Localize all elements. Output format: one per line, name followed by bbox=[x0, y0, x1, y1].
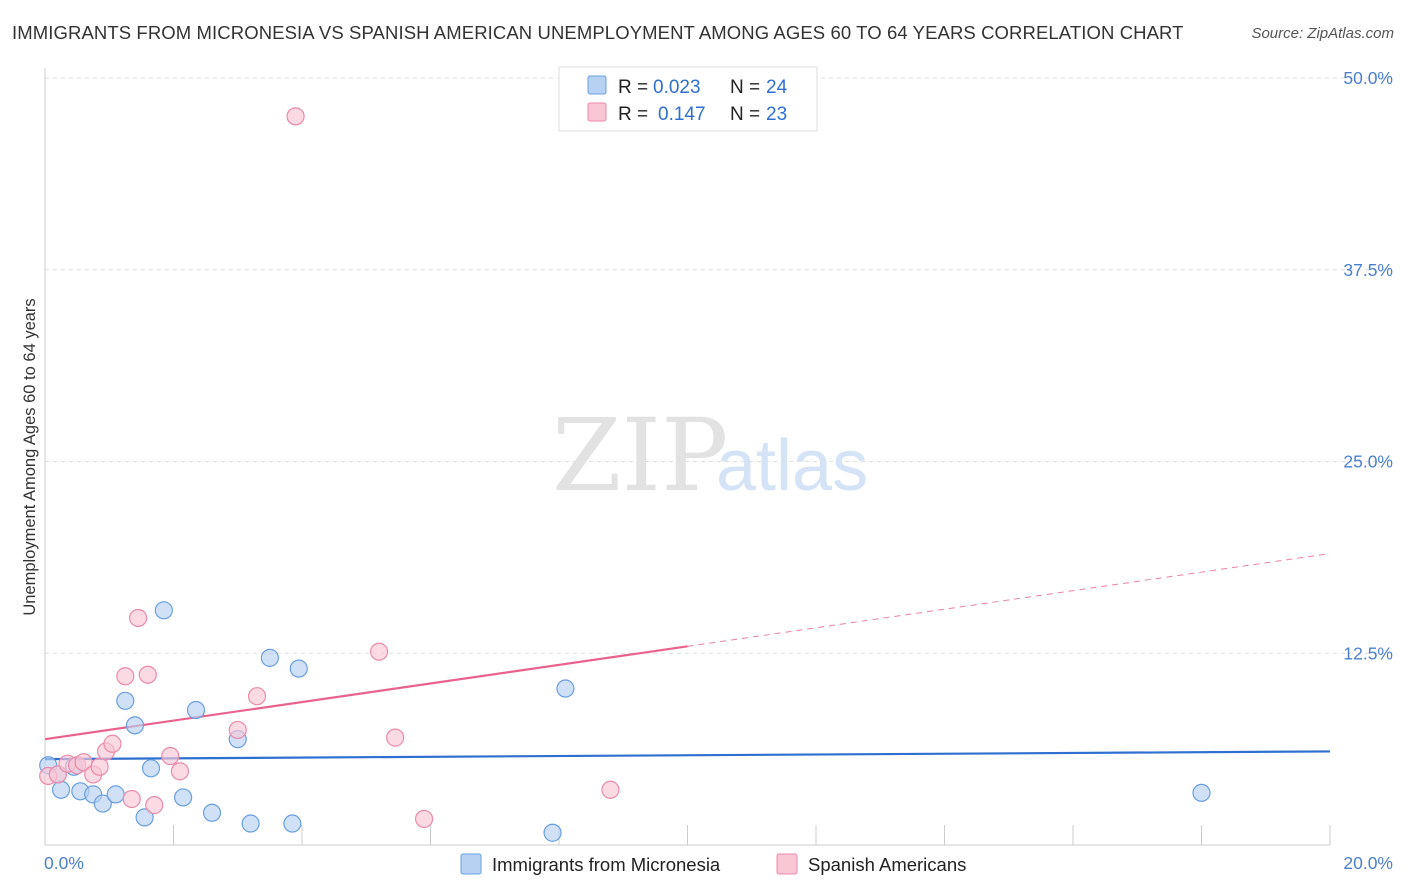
bottom-legend-swatch-micronesia bbox=[460, 853, 482, 875]
data-point-s1-15 bbox=[170, 762, 190, 781]
legend-swatch-spanish bbox=[587, 102, 607, 122]
data-point-s0-2 bbox=[51, 780, 71, 799]
y-tick-label-2: 37.5% bbox=[1343, 260, 1393, 280]
data-point-s1-9 bbox=[116, 667, 135, 686]
data-point-s0-21 bbox=[543, 823, 562, 842]
data-point-s0-23 bbox=[1192, 783, 1211, 802]
data-point-s1-6 bbox=[90, 757, 109, 776]
watermark-atlas: atlas bbox=[716, 426, 868, 506]
data-point-s0-19 bbox=[283, 814, 302, 833]
y-tick-label-0: 12.5% bbox=[1343, 643, 1393, 663]
watermark-zip: ZIP bbox=[552, 397, 728, 514]
data-point-s1-11 bbox=[129, 608, 148, 628]
legend-swatch-micronesia bbox=[587, 75, 607, 95]
data-point-s0-7 bbox=[106, 785, 125, 804]
data-point-s1-22 bbox=[601, 780, 620, 799]
data-point-s1-13 bbox=[145, 796, 164, 815]
source-label: Source: ZipAtlas.com bbox=[1251, 25, 1394, 42]
legend-n-label-micronesia: N = bbox=[730, 77, 760, 98]
x-tick-label-1: 20.0% bbox=[1343, 853, 1393, 873]
bottom-legend: Immigrants from Micronesia Spanish Ameri… bbox=[460, 853, 966, 875]
data-point-s1-12 bbox=[138, 665, 157, 684]
y-tick-label-3: 50.0% bbox=[1343, 68, 1393, 88]
bottom-legend-swatch-spanish bbox=[776, 853, 798, 875]
data-point-s1-14 bbox=[161, 746, 180, 766]
data-point-s0-8 bbox=[116, 691, 135, 710]
legend-r-value-spanish: 0.147 bbox=[658, 104, 706, 125]
data-point-s1-20 bbox=[386, 728, 405, 747]
chart-title: IMMIGRANTS FROM MICRONESIA VS SPANISH AM… bbox=[12, 22, 1184, 43]
legend-n-value-spanish: 23 bbox=[766, 104, 787, 125]
tick-labels: 12.5% 25.0% 37.5% 50.0% 0.0% 20.0% bbox=[44, 68, 1393, 873]
data-point-s0-11 bbox=[141, 759, 161, 778]
y-tick-label-1: 25.0% bbox=[1343, 452, 1393, 472]
data-points bbox=[39, 107, 1211, 842]
legend-r-label-micronesia: R = bbox=[618, 77, 648, 98]
data-point-s1-19 bbox=[370, 642, 389, 661]
legend-n-label-spanish: N = bbox=[730, 104, 760, 125]
data-point-s1-16 bbox=[228, 720, 247, 740]
data-point-s1-18 bbox=[286, 107, 305, 126]
data-point-s1-8 bbox=[103, 734, 122, 753]
data-point-s0-18 bbox=[260, 648, 279, 667]
data-point-s0-14 bbox=[186, 700, 206, 720]
data-point-s0-9 bbox=[125, 716, 145, 735]
x-tick-label-0: 0.0% bbox=[44, 853, 84, 873]
grid-lines bbox=[45, 77, 1390, 654]
legend-box: R = 0.023 N = 24 R = 0.147 N = 23 bbox=[558, 66, 818, 132]
data-point-s1-10 bbox=[122, 789, 141, 809]
data-point-s0-12 bbox=[154, 601, 173, 620]
data-point-s0-20 bbox=[289, 659, 308, 678]
data-point-s0-13 bbox=[174, 788, 193, 807]
data-point-s1-17 bbox=[247, 687, 267, 706]
data-point-s1-21 bbox=[414, 809, 434, 829]
data-point-s0-17 bbox=[241, 814, 260, 833]
bottom-legend-label-spanish: Spanish Americans bbox=[808, 854, 966, 875]
bottom-legend-label-micronesia: Immigrants from Micronesia bbox=[492, 854, 721, 875]
trend-lines bbox=[44, 553, 1331, 761]
trend-line-dashed-1 bbox=[687, 553, 1331, 647]
data-point-s0-10 bbox=[135, 808, 154, 827]
legend-r-label-spanish: R = bbox=[618, 104, 648, 125]
data-point-s0-15 bbox=[202, 803, 222, 822]
trend-line-1 bbox=[44, 645, 688, 741]
trend-line-0 bbox=[44, 750, 1331, 761]
legend-n-value-micronesia: 24 bbox=[766, 77, 788, 98]
y-axis-label: Unemployment Among Ages 60 to 64 years bbox=[21, 298, 39, 615]
data-point-s0-22 bbox=[556, 679, 575, 698]
data-point-s0-6 bbox=[93, 794, 112, 813]
legend-r-value-micronesia: 0.023 bbox=[653, 77, 701, 98]
